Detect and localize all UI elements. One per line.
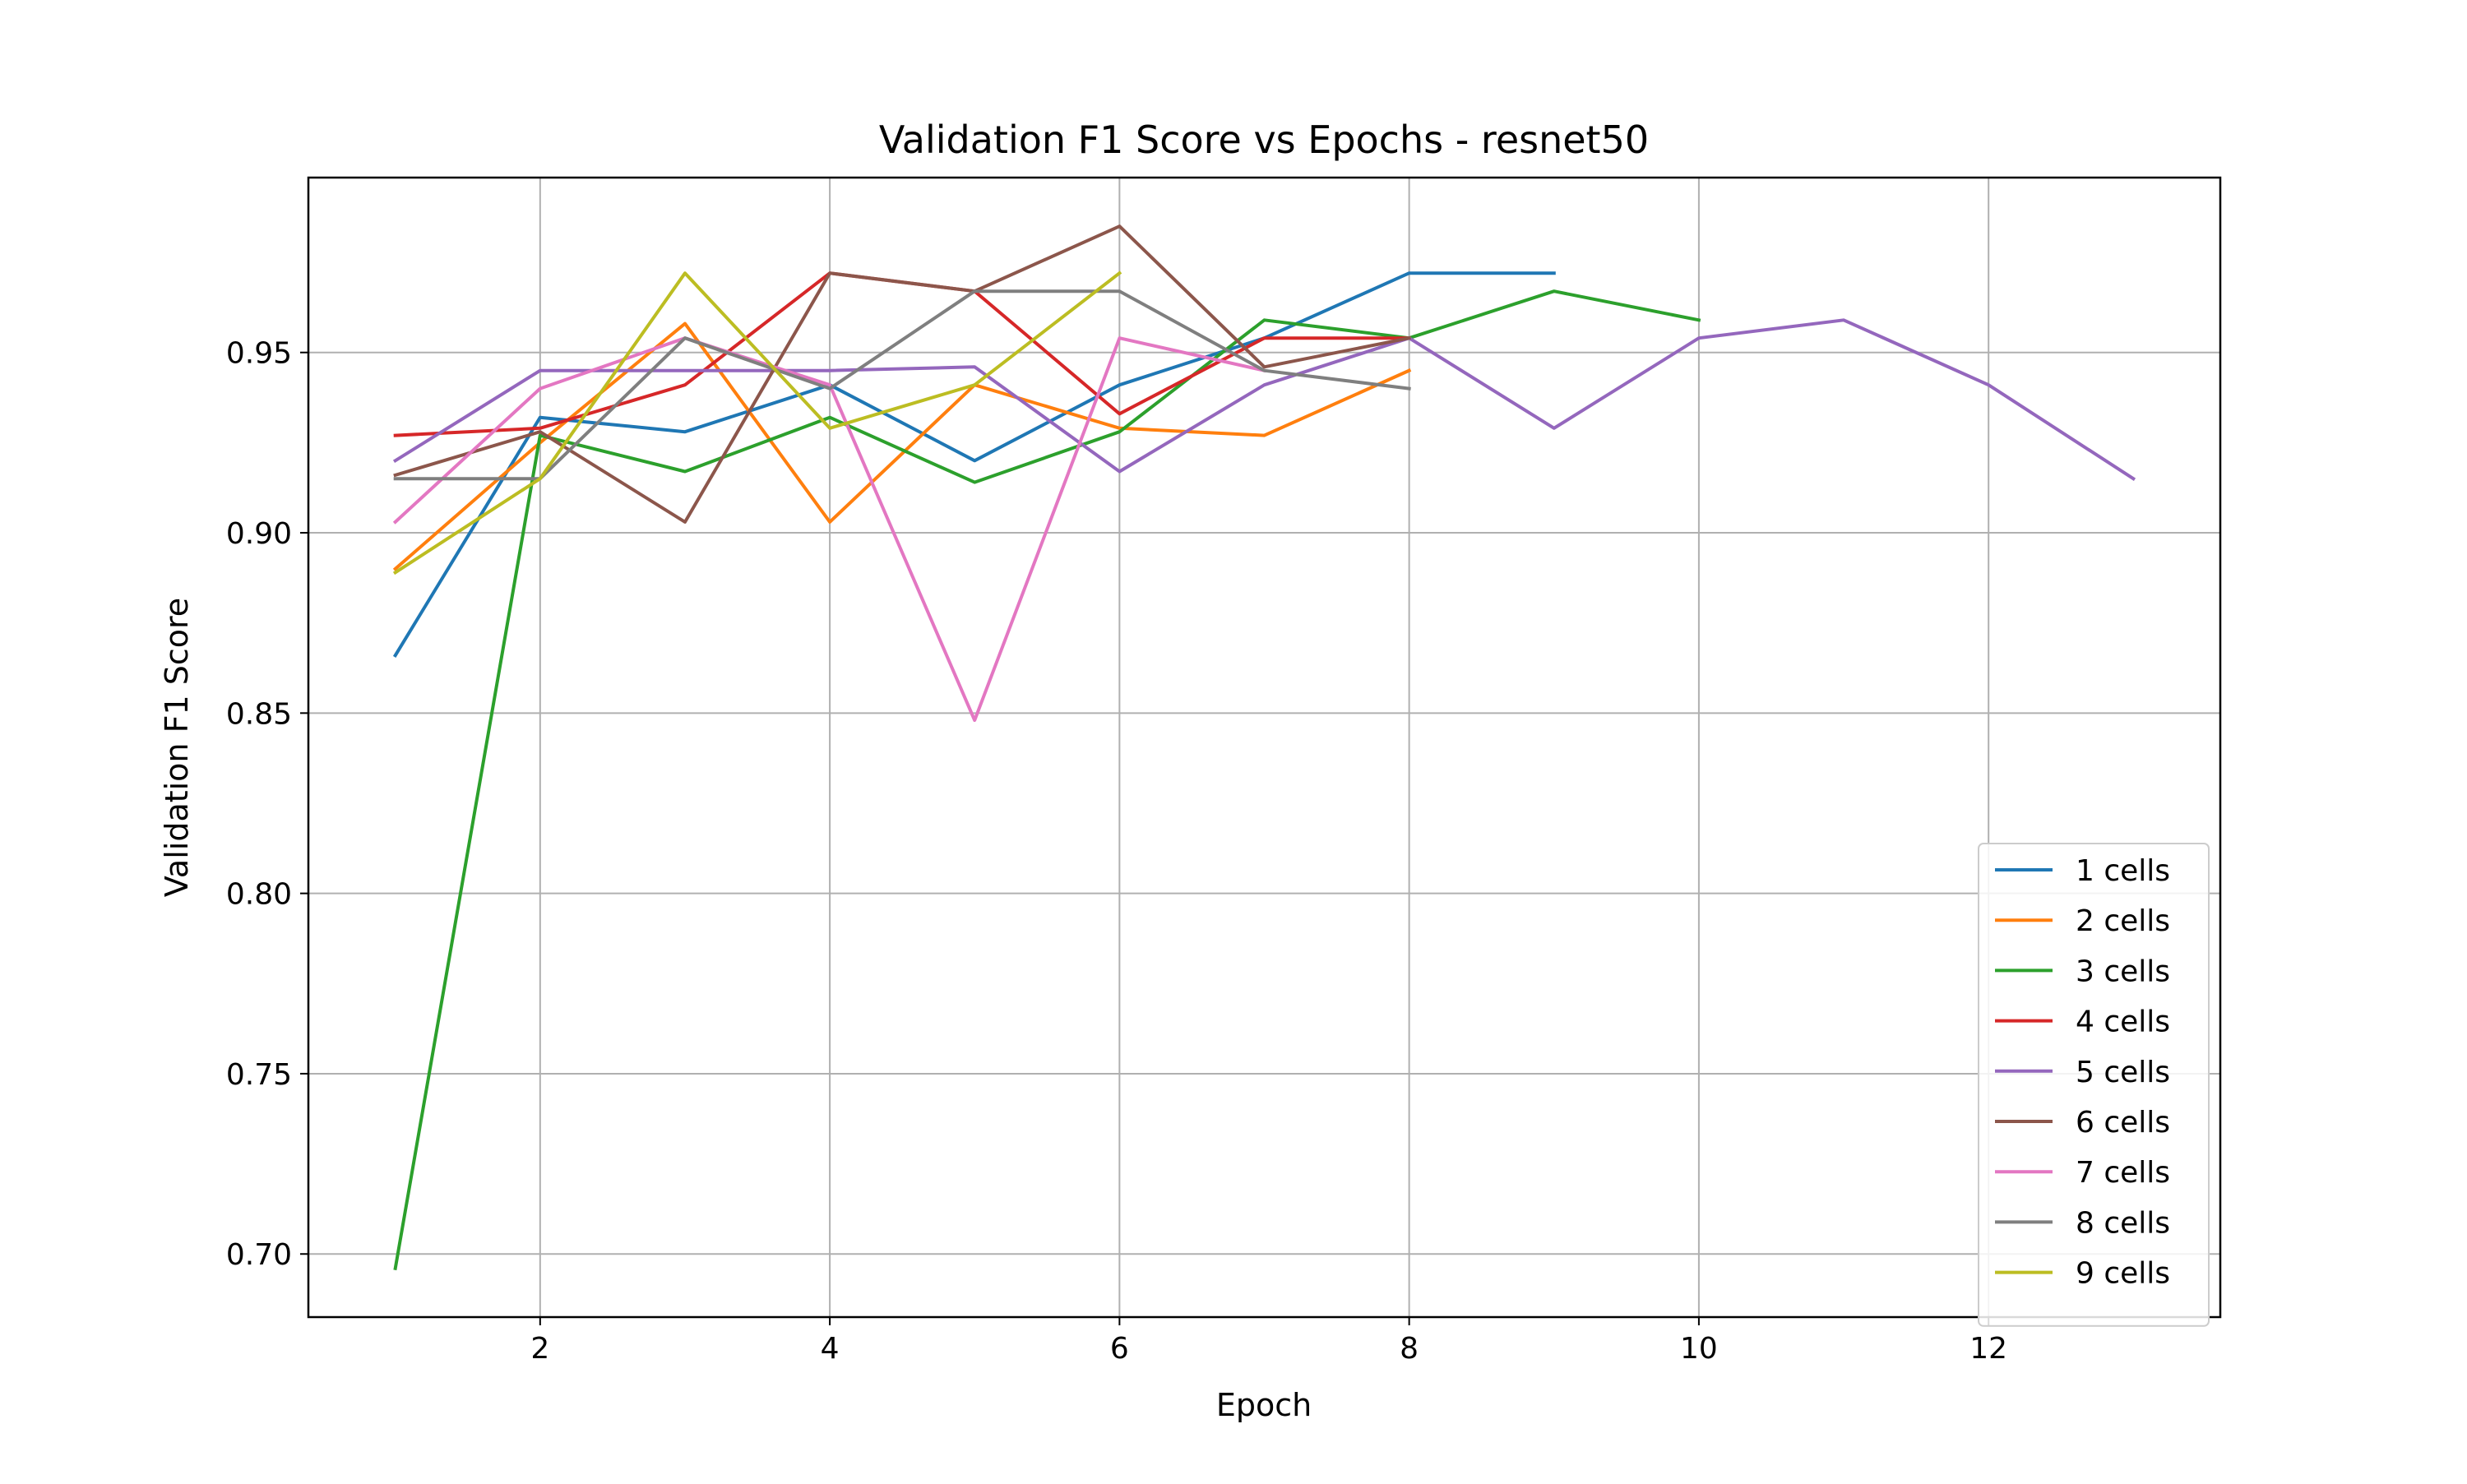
legend-label: 9 cells — [2076, 1257, 2170, 1291]
legend-label: 1 cells — [2076, 854, 2170, 888]
legend-label: 4 cells — [2076, 1006, 2170, 1039]
plot-frame — [307, 176, 2222, 1319]
series-line-7 — [392, 336, 1266, 723]
legend-label: 5 cells — [2076, 1056, 2170, 1089]
y-tick-label: 0.80 — [226, 878, 292, 912]
y-axis-label: Validation F1 Score — [159, 598, 195, 897]
axis-ticks: 2 4 6 8 10 12 0.70 0.75 0.80 0.85 0.90 0.95 — [226, 337, 2007, 1366]
series-line-5 — [392, 318, 2136, 481]
chart-title: Validation F1 Score vs Epochs - resnet50 — [879, 118, 1649, 162]
y-tick-label: 0.95 — [226, 337, 292, 371]
y-tick-label: 0.70 — [226, 1238, 292, 1272]
legend-label: 2 cells — [2076, 904, 2170, 938]
y-tick-label: 0.85 — [226, 697, 292, 731]
x-tick-label: 4 — [821, 1332, 840, 1366]
legend-label: 3 cells — [2076, 955, 2170, 988]
x-tick-label: 10 — [1680, 1332, 1718, 1366]
y-tick-label: 0.90 — [226, 517, 292, 551]
legend-label: 8 cells — [2076, 1206, 2170, 1240]
series-line-3 — [393, 289, 1701, 1271]
grid — [308, 178, 2220, 1317]
legend-box — [1978, 843, 2210, 1327]
legend-label: 6 cells — [2076, 1106, 2170, 1140]
x-axis-label: Epoch — [1216, 1387, 1312, 1423]
series-line-9 — [392, 270, 1122, 576]
y-tick-label: 0.75 — [226, 1058, 292, 1092]
series-line-8 — [393, 289, 1411, 481]
x-tick-label: 12 — [1969, 1332, 2007, 1366]
x-tick-label: 6 — [1110, 1332, 1129, 1366]
x-tick-label: 8 — [1400, 1332, 1419, 1366]
series-line-2 — [392, 321, 1412, 571]
series-line-1 — [392, 271, 1556, 658]
series-lines — [392, 224, 2136, 1271]
x-tick-label: 2 — [530, 1332, 549, 1366]
legend-label: 7 cells — [2076, 1156, 2170, 1190]
legend: 1 cells 2 cells 3 cells 4 cells 5 cells 6 cel… — [1978, 843, 2210, 1327]
